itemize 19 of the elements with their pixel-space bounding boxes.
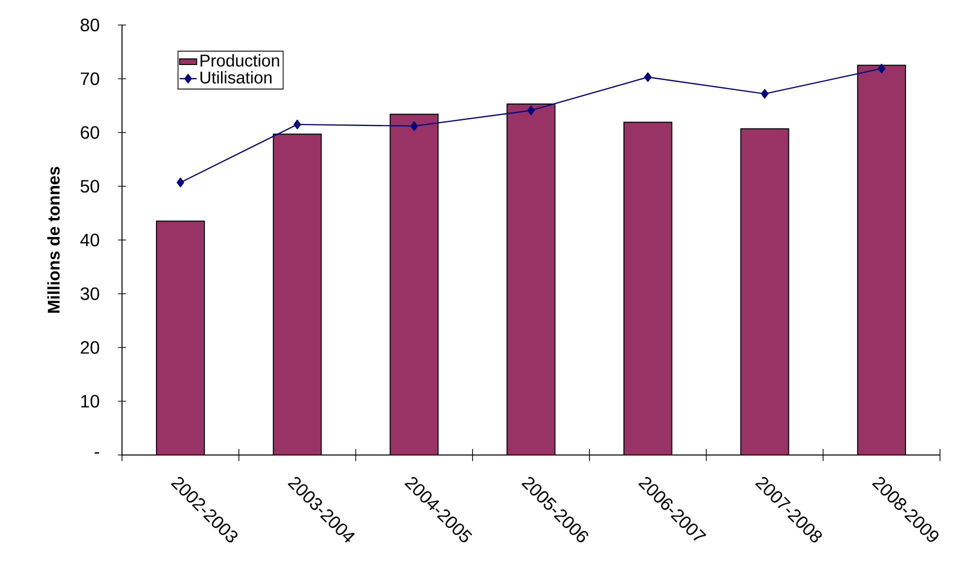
point — [176, 178, 184, 188]
point — [644, 72, 652, 82]
legend-label: Utilisation — [200, 71, 272, 84]
legend-label: Production — [200, 54, 280, 67]
y-tick-label: 30 — [80, 287, 100, 300]
y-tick-label: 10 — [81, 394, 100, 408]
y-tick-label: 20 — [80, 341, 100, 354]
y-axis-title: Millions de tonnes — [47, 166, 60, 313]
point — [878, 64, 886, 74]
point — [760, 89, 768, 99]
point — [527, 106, 535, 116]
point — [410, 121, 418, 131]
y-tick-label: 50 — [80, 180, 100, 193]
y-tick-label: 60 — [80, 126, 100, 139]
y-tick-label: 40 — [80, 234, 100, 246]
y-tick-label: 70 — [80, 72, 100, 86]
point — [294, 120, 302, 130]
y-tick-label: 80 — [80, 18, 100, 32]
y-tick-label: - — [94, 452, 100, 454]
